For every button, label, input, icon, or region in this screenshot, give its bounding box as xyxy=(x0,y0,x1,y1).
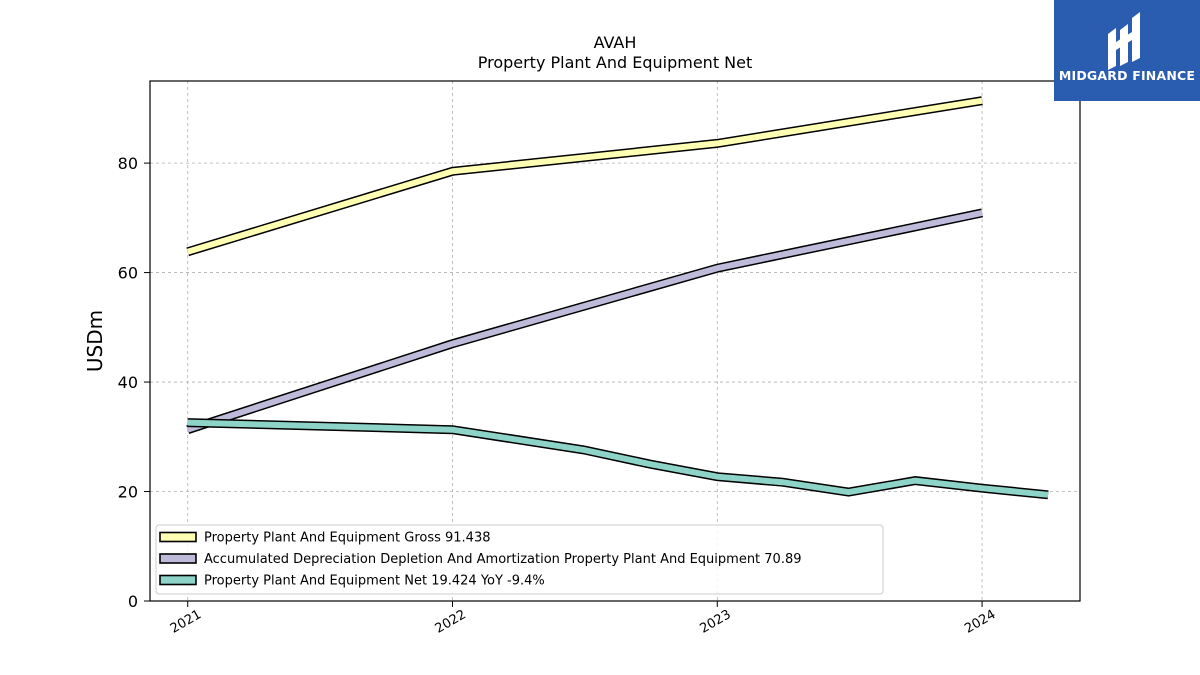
series-line-1 xyxy=(186,209,983,433)
legend-entry-2: Property Plant And Equipment Net 19.424 … xyxy=(204,574,545,589)
grid xyxy=(150,81,1080,602)
y-tick-label: 0 xyxy=(128,592,138,611)
legend-swatch-0 xyxy=(159,531,197,543)
x-tick-label: 2022 xyxy=(433,607,469,637)
series-line-0 xyxy=(186,97,983,255)
legend-entry-1: Accumulated Depreciation Depletion And A… xyxy=(204,552,802,567)
y-tick-label: 80 xyxy=(118,154,138,173)
plot-frame xyxy=(149,80,1081,602)
x-tick-label: 2024 xyxy=(962,607,998,637)
y-axis-ticks: 0 20 40 60 80 xyxy=(118,154,150,611)
legend: Property Plant And Equipment Gross 91.43… xyxy=(155,524,884,595)
series-line-outline-1 xyxy=(186,208,984,434)
chart-title: AVAH xyxy=(594,33,637,52)
logo-mark-icon xyxy=(1108,12,1140,70)
legend-swatch-1 xyxy=(159,553,197,564)
x-axis-ticks: 2021 2022 2023 2024 xyxy=(168,601,998,637)
y-axis-label: USDm xyxy=(83,310,107,372)
midgard-finance-logo: MIDGARD FINANCE xyxy=(1054,0,1200,101)
x-tick-label: 2023 xyxy=(697,607,733,637)
series-line-2 xyxy=(187,419,1049,498)
x-tick-label: 2021 xyxy=(168,607,204,637)
series-lines xyxy=(186,96,1049,500)
y-tick-label: 40 xyxy=(118,373,138,392)
chart-subtitle: Property Plant And Equipment Net xyxy=(478,53,753,72)
legend-swatch-2 xyxy=(159,574,197,586)
y-tick-label: 20 xyxy=(118,483,138,502)
legend-box xyxy=(155,524,884,595)
y-tick-label: 60 xyxy=(118,264,138,283)
logo-text: MIDGARD FINANCE xyxy=(1058,68,1196,83)
legend-entry-0: Property Plant And Equipment Gross 91.43… xyxy=(204,531,491,546)
series-line-outline-0 xyxy=(186,96,983,257)
